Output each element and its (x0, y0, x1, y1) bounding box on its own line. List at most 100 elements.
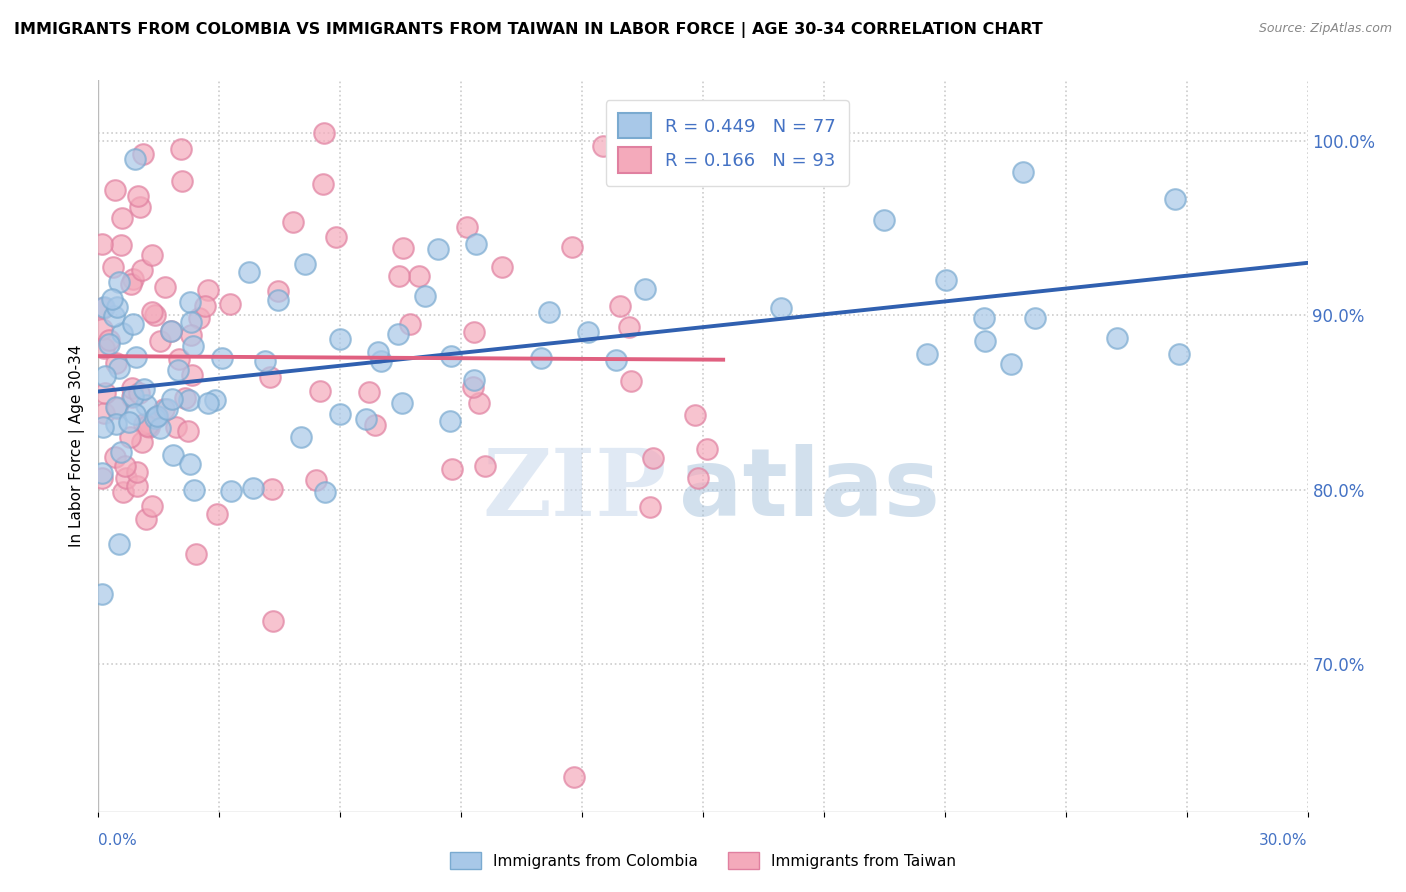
Point (108, 361, 131, 376)
Point (267, 284, 290, 298)
Point (180, 315, 202, 329)
Point (136, 418, 159, 433)
Point (125, 479, 148, 493)
Point (683, 409, 706, 423)
Point (578, 325, 600, 339)
Point (149, 334, 172, 348)
Point (160, 324, 183, 338)
Point (108, 537, 131, 551)
Point (873, 212, 896, 227)
Point (399, 317, 422, 331)
Point (364, 418, 387, 433)
Point (177, 393, 200, 408)
Point (114, 471, 136, 485)
Point (440, 462, 463, 476)
Point (149, 421, 172, 435)
Text: IMMIGRANTS FROM COLOMBIA VS IMMIGRANTS FROM TAIWAN IN LABOR FORCE | AGE 30-34 CO: IMMIGRANTS FROM COLOMBIA VS IMMIGRANTS F… (14, 22, 1043, 38)
Point (134, 512, 156, 526)
Point (242, 481, 264, 495)
Point (177, 424, 200, 438)
Point (134, 417, 156, 432)
Point (141, 499, 163, 513)
Point (474, 459, 496, 474)
Point (162, 448, 184, 462)
Point (93, 406, 115, 420)
Point (686, 471, 709, 485)
Point (440, 349, 463, 363)
Point (128, 386, 150, 401)
Point (162, 392, 184, 406)
Text: atlas: atlas (679, 444, 939, 536)
Point (145, 410, 167, 425)
Point (124, 152, 146, 166)
Point (100, 292, 122, 306)
Point (122, 272, 145, 286)
Text: ZIP: ZIP (482, 445, 666, 535)
Point (152, 401, 174, 416)
Point (167, 352, 190, 367)
Point (388, 268, 411, 283)
Point (179, 294, 201, 309)
Point (439, 414, 461, 428)
Point (111, 326, 134, 341)
Point (91, 322, 114, 336)
Point (135, 398, 157, 412)
Point (97, 337, 120, 351)
Point (138, 416, 160, 430)
Point (973, 311, 995, 326)
Point (633, 283, 655, 297)
Point (562, 770, 585, 784)
Point (121, 391, 143, 405)
Point (129, 200, 152, 214)
Point (91, 237, 114, 252)
Point (104, 400, 127, 414)
Point (138, 420, 160, 434)
Point (357, 385, 380, 400)
Point (91, 466, 114, 480)
Point (1024, 310, 1046, 325)
Point (1012, 165, 1035, 179)
Point (408, 268, 430, 283)
Point (267, 293, 290, 307)
Point (134, 382, 156, 396)
Point (93, 300, 115, 314)
Point (387, 326, 409, 341)
Point (125, 350, 148, 364)
Point (111, 211, 134, 225)
Point (194, 299, 217, 313)
Point (131, 434, 153, 449)
Legend: R = 0.449   N = 77, R = 0.166   N = 93: R = 0.449 N = 77, R = 0.166 N = 93 (606, 100, 849, 186)
Legend: Immigrants from Colombia, Immigrants from Taiwan: Immigrants from Colombia, Immigrants fro… (444, 846, 962, 875)
Point (538, 305, 561, 319)
Point (463, 380, 485, 394)
Point (112, 485, 135, 500)
Point (413, 289, 436, 303)
Point (238, 264, 260, 278)
Point (561, 240, 583, 254)
Point (605, 353, 627, 368)
Point (104, 450, 127, 464)
Text: 30.0%: 30.0% (1260, 832, 1308, 847)
Point (179, 457, 201, 471)
Point (93, 301, 115, 315)
Text: Source: ZipAtlas.com: Source: ZipAtlas.com (1258, 22, 1392, 36)
Point (104, 356, 127, 370)
Point (141, 305, 163, 319)
Point (91, 471, 114, 485)
Point (312, 177, 335, 191)
Point (180, 328, 202, 343)
Point (110, 445, 132, 459)
Point (463, 373, 485, 387)
Point (170, 174, 193, 188)
Point (127, 465, 149, 479)
Point (770, 301, 793, 315)
Point (354, 412, 377, 426)
Point (1107, 331, 1129, 345)
Point (122, 389, 145, 403)
Point (641, 451, 664, 466)
Point (153, 280, 176, 294)
Point (143, 308, 166, 322)
Y-axis label: In Labor Force | Age 30-34: In Labor Force | Age 30-34 (69, 344, 84, 548)
Point (659, 161, 682, 175)
Point (915, 347, 938, 361)
